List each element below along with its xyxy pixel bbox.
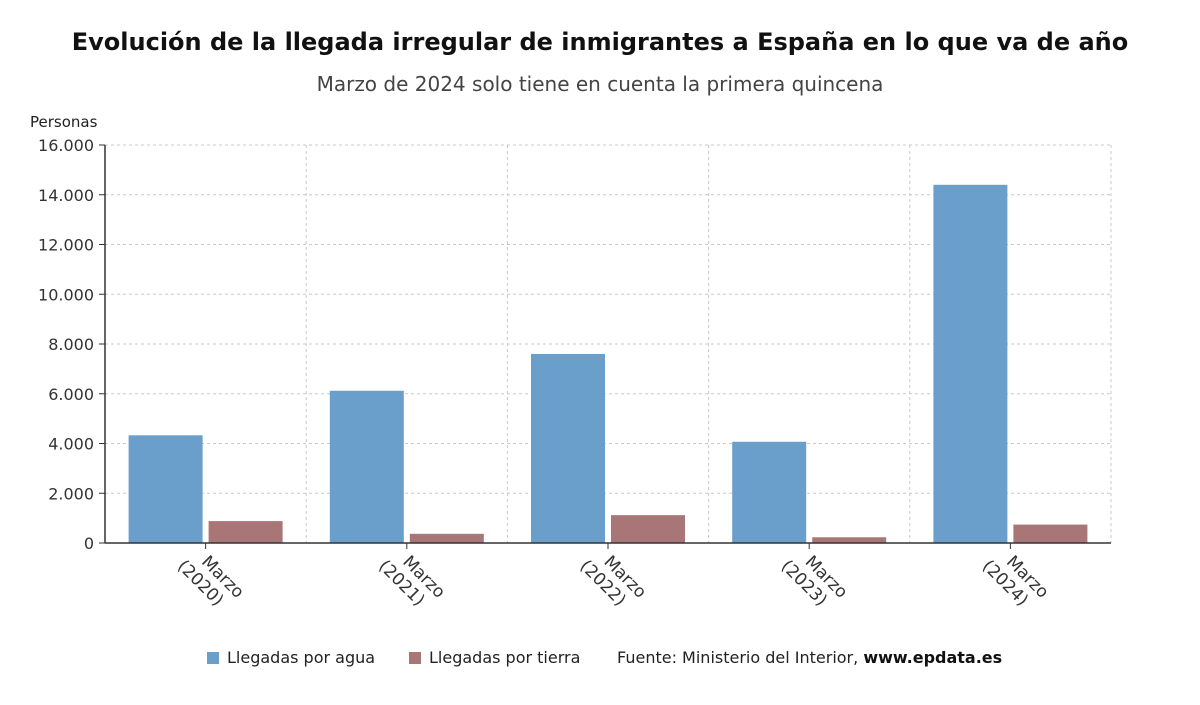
y-tick-label: 0	[84, 534, 94, 553]
bar-land	[409, 533, 484, 543]
y-tick-label: 10.000	[38, 285, 94, 304]
x-tick-label: Marzo(2022)	[576, 542, 651, 617]
legend-swatch-water	[207, 651, 219, 664]
legend: Llegadas por agua Llegadas por tierra Fu…	[0, 648, 1200, 672]
x-tick-label: Marzo(2020)	[173, 542, 248, 617]
source-prefix: Fuente: Ministerio del Interior,	[617, 648, 859, 667]
bar-land	[611, 515, 685, 543]
chart-subtitle: Marzo de 2024 solo tiene en cuenta la pr…	[316, 72, 884, 96]
x-tick-label: Marzo(2021)	[374, 542, 449, 617]
y-tick-label: 2.000	[48, 484, 94, 503]
bar-water	[329, 390, 404, 543]
bar-water	[933, 184, 1008, 544]
bar-land	[208, 521, 283, 543]
bar-land	[1013, 524, 1088, 543]
y-axis-label: Personas	[30, 113, 98, 131]
y-tick-label: 6.000	[48, 385, 94, 404]
bar-land	[812, 537, 887, 543]
bar-chart: 0 2.000 4.000 6.000 8.000 10.000 12.000 14.000 1…	[38, 136, 1112, 617]
y-tick-label: 14.000	[38, 186, 94, 205]
legend-label-land: Llegadas por tierra	[429, 648, 581, 667]
y-tick-label: 12.000	[38, 236, 94, 255]
source-link[interactable]: www.epdata.es	[863, 648, 1003, 667]
legend-item-land[interactable]: Llegadas por tierra	[409, 648, 580, 667]
legend-label-water: Llegadas por agua	[227, 648, 376, 667]
x-tick-label: Marzo(2024)	[978, 542, 1053, 617]
bar-water	[732, 441, 807, 543]
legend-swatch-land	[409, 651, 421, 664]
y-tick-label: 8.000	[48, 335, 94, 354]
source-note: Fuente: Ministerio del Interior, www.epd…	[617, 648, 1002, 667]
bar-water	[531, 353, 605, 543]
chart-title: Evolución de la llegada irregular de inm…	[71, 28, 1129, 56]
x-tick-label: Marzo(2023)	[777, 542, 852, 617]
legend-item-water[interactable]: Llegadas por agua	[207, 648, 375, 667]
bar-water	[128, 435, 203, 543]
y-tick-label: 4.000	[48, 435, 94, 454]
y-tick-label: 16.000	[38, 136, 94, 155]
